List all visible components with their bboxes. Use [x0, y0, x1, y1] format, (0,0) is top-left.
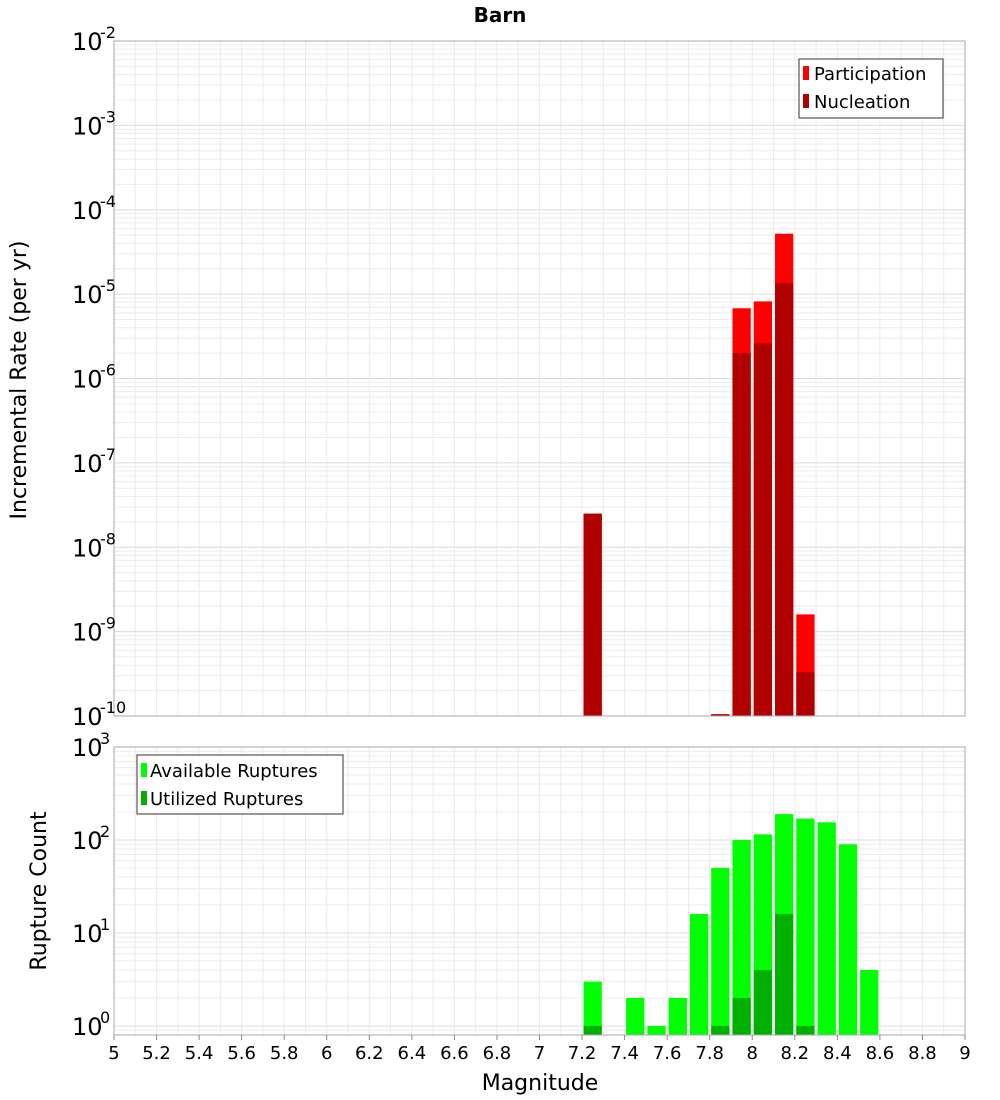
x-tick-label: 7.8	[695, 1043, 724, 1064]
y-tick-label-base: 10	[72, 28, 103, 56]
legend-label-utilized: Utilized Ruptures	[150, 789, 303, 810]
x-tick-label: 8.2	[780, 1043, 809, 1064]
x-tick-label: 7.6	[653, 1043, 682, 1064]
x-tick-label: 5.8	[270, 1043, 299, 1064]
legend-swatch-utilized	[141, 791, 147, 805]
x-tick-label: 8.8	[908, 1043, 937, 1064]
rate-bars	[583, 233, 815, 716]
x-tick-label: 6.8	[483, 1043, 512, 1064]
bar-available-ruptures	[860, 969, 879, 1035]
bar-available-ruptures	[647, 1025, 666, 1035]
x-tick-label: 8.4	[823, 1043, 852, 1064]
y-tick-label-exponent: -10	[100, 698, 126, 717]
y-tick-label-base: 10	[72, 734, 103, 762]
x-ticks: 5 5.2 5.4 5.6 5.8 6 6.2 6.4 6.6 6.8 7 7.2 7.4 7.6 7.8 8…	[108, 1035, 971, 1064]
y-tick-label-base: 10	[72, 619, 103, 647]
x-tick-label: 6.6	[440, 1043, 469, 1064]
x-tick-label: 8	[747, 1043, 758, 1064]
rate-legend: Participation Nucleation	[798, 58, 944, 119]
x-tick-label: 5.6	[227, 1043, 256, 1064]
bar-utilized-ruptures	[775, 914, 794, 1035]
bar-available-ruptures	[796, 818, 815, 1035]
x-tick-label: 7.4	[610, 1043, 639, 1064]
y-tick-label-exponent: -4	[100, 192, 116, 211]
bar-available-ruptures	[711, 867, 730, 1035]
bar-available-ruptures	[689, 914, 709, 1035]
bar-available-ruptures	[583, 981, 602, 1035]
y-tick-label-exponent: -7	[100, 445, 116, 464]
bar-nucleation	[711, 714, 730, 716]
x-tick-label: 5.4	[185, 1043, 214, 1064]
y-tick-label-base: 10	[72, 197, 103, 225]
bar-utilized-ruptures	[732, 997, 751, 1035]
bar-utilized-ruptures	[753, 969, 773, 1035]
y-tick-label-exponent: -8	[100, 529, 116, 548]
legend-swatch-available	[141, 763, 147, 777]
count-y-axis-label: Rupture Count	[27, 811, 52, 971]
y-tick-label-exponent: -6	[100, 361, 116, 380]
y-tick-label-base: 10	[72, 1013, 103, 1041]
chart-title: Barn	[474, 3, 527, 27]
bar-available-ruptures	[668, 997, 687, 1035]
rate-y-axis-label: Incremental Rate (per yr)	[7, 241, 32, 520]
count-legend-box	[136, 754, 344, 815]
y-tick-label-exponent: -2	[100, 23, 116, 42]
rate-plot-frame	[113, 40, 966, 717]
y-tick-label-base: 10	[72, 281, 103, 309]
x-tick-label: 6	[321, 1043, 332, 1064]
x-tick-label: 8.6	[866, 1043, 895, 1064]
y-tick-label-base: 10	[72, 920, 103, 948]
count-bars	[583, 814, 879, 1035]
y-tick-label-base: 10	[72, 827, 103, 855]
y-tick-label-exponent: -5	[100, 276, 116, 295]
y-tick-label-base: 10	[72, 366, 103, 394]
bar-nucleation	[732, 353, 751, 716]
legend-label-available: Available Ruptures	[150, 761, 318, 782]
legend-label-participation: Participation	[814, 64, 926, 85]
bar-nucleation	[775, 283, 794, 716]
bar-available-ruptures	[817, 822, 836, 1035]
y-tick-label-base: 10	[72, 450, 103, 478]
bar-available-ruptures	[732, 839, 751, 1035]
y-tick-label-exponent: -9	[100, 614, 116, 633]
legend-swatch-nucleation	[803, 94, 809, 108]
rate-grid	[113, 41, 966, 717]
x-axis-label: Magnitude	[482, 1071, 599, 1096]
y-tick-label-base: 10	[72, 534, 103, 562]
bar-utilized-ruptures	[583, 1025, 602, 1035]
bar-utilized-ruptures	[796, 1025, 815, 1035]
legend-label-nucleation: Nucleation	[814, 92, 910, 113]
bar-available-ruptures	[626, 997, 645, 1035]
x-tick-label: 6.4	[398, 1043, 427, 1064]
x-tick-label: 6.2	[355, 1043, 384, 1064]
x-tick-label: 9	[959, 1043, 970, 1064]
bar-utilized-ruptures	[711, 1025, 730, 1035]
y-tick-label-exponent: 2	[100, 822, 110, 841]
bar-nucleation	[796, 672, 815, 716]
y-tick-label-exponent: 3	[100, 729, 110, 748]
rate-y-ticks: 10-210-310-410-510-610-710-810-910-10	[72, 23, 126, 731]
bar-nucleation	[753, 343, 773, 716]
y-tick-label-exponent: 0	[100, 1008, 110, 1027]
legend-swatch-participation	[803, 66, 809, 80]
x-tick-label: 5.2	[142, 1043, 171, 1064]
y-tick-label-exponent: -3	[100, 107, 116, 126]
y-tick-label-base: 10	[72, 112, 103, 140]
bar-nucleation	[583, 513, 602, 716]
rate-panel: 10-210-310-410-510-610-710-810-910-10 In…	[7, 23, 966, 731]
rate-legend-box	[798, 58, 944, 119]
x-tick-label: 7	[534, 1043, 545, 1064]
x-tick-label: 5	[108, 1043, 119, 1064]
x-tick-label: 7.2	[568, 1043, 597, 1064]
y-tick-label-base: 10	[72, 703, 103, 731]
y-tick-label-exponent: 1	[100, 915, 110, 934]
bar-available-ruptures	[838, 844, 858, 1035]
count-legend: Available Ruptures Utilized Ruptures	[136, 754, 344, 815]
